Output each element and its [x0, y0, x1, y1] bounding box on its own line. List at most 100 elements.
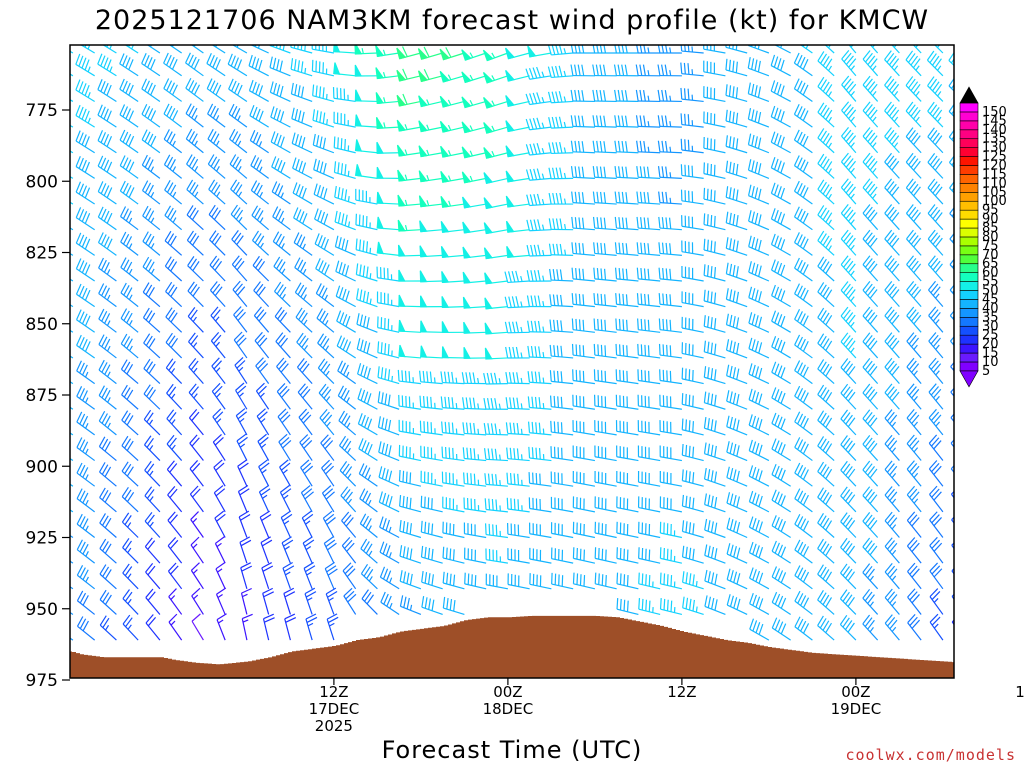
wind-barb	[239, 536, 252, 564]
wind-barb	[794, 309, 813, 333]
colorbar-swatch	[959, 290, 979, 300]
wind-barb	[884, 409, 900, 436]
wind-barb	[440, 145, 465, 158]
wind-barb	[572, 369, 595, 385]
wind-barb	[396, 119, 422, 132]
wind-barb	[748, 465, 770, 487]
wind-barb	[76, 309, 95, 333]
wind-barb	[593, 343, 617, 359]
wind-barb	[396, 93, 422, 107]
wind-barb	[926, 50, 944, 77]
wind-barb	[794, 488, 813, 513]
wind-barb	[76, 590, 96, 615]
wind-barb	[272, 206, 291, 231]
wind-barb	[570, 89, 595, 103]
wind-barb	[658, 216, 682, 231]
wind-barb	[839, 589, 857, 615]
wind-barb	[526, 295, 552, 308]
wind-barb	[420, 445, 443, 462]
wind-barb	[336, 310, 356, 333]
wind-barb	[186, 230, 204, 256]
wind-barb	[215, 587, 227, 615]
wind-barb	[773, 45, 791, 54]
wind-barb	[658, 318, 682, 333]
wind-barb	[360, 563, 378, 590]
wind-barb	[638, 521, 661, 539]
wind-barb	[681, 367, 704, 385]
wind-barb	[593, 318, 617, 333]
wind-barb	[251, 205, 270, 231]
wind-barb	[141, 154, 161, 179]
wind-barb	[949, 181, 954, 194]
wind-barb	[185, 103, 204, 128]
wind-barb	[398, 319, 421, 333]
wind-barb	[681, 469, 704, 487]
wind-barb	[231, 230, 248, 256]
wind-barbs	[70, 45, 954, 641]
wind-barb	[840, 383, 857, 410]
wind-barb	[378, 441, 400, 462]
wind-barb	[75, 53, 95, 77]
wind-barb	[704, 518, 726, 539]
wind-barb	[121, 410, 139, 436]
wind-barb	[142, 282, 161, 308]
wind-barb	[615, 293, 639, 308]
wind-barb	[484, 272, 508, 285]
wind-barb	[681, 494, 704, 513]
wind-barb	[293, 232, 313, 256]
wind-barb	[301, 510, 314, 538]
wind-barb	[142, 205, 161, 231]
colorbar-tick-label: 135	[982, 132, 1007, 147]
wind-barb	[862, 229, 879, 256]
wind-barb	[485, 573, 509, 590]
colorbar-tick-label: 130	[982, 141, 1007, 156]
wind-barb	[209, 281, 226, 308]
wind-barb	[862, 358, 879, 385]
wind-barb	[840, 281, 857, 308]
wind-barb	[144, 537, 161, 564]
wind-barb	[316, 308, 335, 333]
wind-barb	[98, 308, 117, 333]
wind-barb	[144, 511, 161, 538]
wind-barb	[771, 617, 791, 641]
wind-barb	[572, 547, 596, 564]
wind-barb	[76, 334, 95, 359]
wind-barb	[99, 487, 117, 513]
wind-barb	[354, 114, 378, 128]
wind-barb	[548, 142, 574, 155]
wind-barb	[333, 136, 356, 154]
wind-barb	[770, 233, 791, 256]
wind-barb	[681, 316, 704, 333]
wind-barb	[484, 322, 508, 335]
wind-barb	[418, 145, 443, 158]
wind-barb	[725, 186, 748, 205]
wind-barb	[549, 268, 574, 282]
wind-barb	[399, 545, 422, 564]
wind-barb	[884, 460, 900, 487]
wind-barb	[313, 158, 335, 179]
wind-barb	[703, 111, 726, 128]
colorbar-tick-label: 100	[982, 194, 1007, 209]
wind-barb	[928, 383, 944, 410]
wind-barb	[793, 129, 813, 154]
wind-barb	[505, 422, 530, 436]
wind-barb	[356, 288, 378, 308]
wind-barb	[748, 286, 770, 308]
wind-barb	[357, 413, 378, 436]
wind-barb	[770, 157, 791, 179]
wind-barb	[483, 448, 508, 462]
wind-barb	[235, 408, 248, 436]
wind-barb	[681, 291, 704, 308]
wind-barb	[398, 419, 422, 436]
colorbar-swatch	[959, 343, 979, 354]
wind-barb	[211, 382, 226, 410]
wind-barb	[794, 257, 813, 282]
wind-barb	[240, 587, 252, 615]
wind-barb	[377, 391, 400, 410]
wind-barb	[748, 388, 770, 410]
wind-barb	[441, 271, 465, 283]
wind-barb	[143, 333, 161, 359]
wind-barb	[615, 343, 639, 359]
wind-barb	[840, 229, 857, 256]
wind-barb	[231, 255, 248, 282]
